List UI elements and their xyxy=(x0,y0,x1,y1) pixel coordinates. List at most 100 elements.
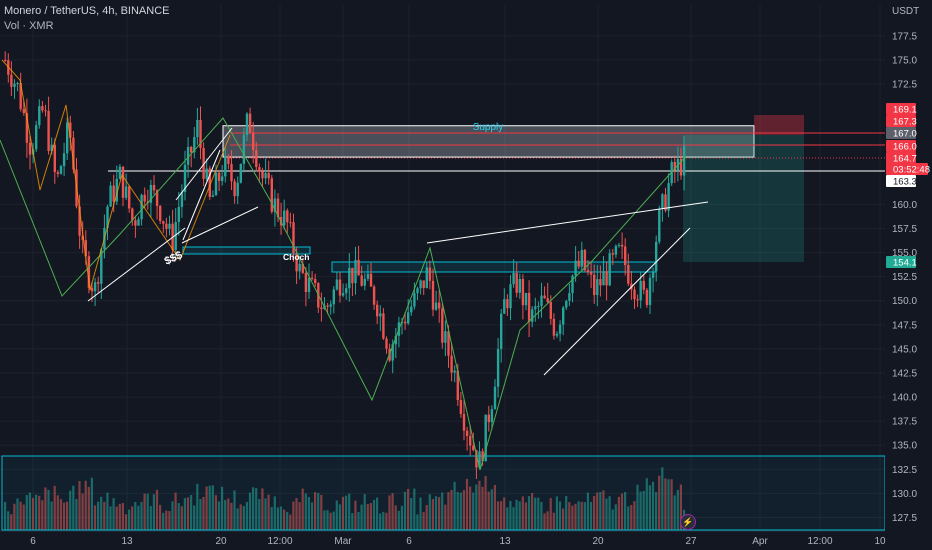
volume-bar xyxy=(670,479,673,530)
candle-body xyxy=(69,122,72,138)
volume-bar xyxy=(512,507,515,530)
supply-zone xyxy=(222,125,755,158)
candle-body xyxy=(658,209,661,242)
candle-body xyxy=(224,156,227,177)
volume-bar xyxy=(366,504,369,530)
candle-body xyxy=(493,386,497,410)
volume-bar xyxy=(568,502,571,530)
volume-legend[interactable]: Vol · XMR xyxy=(4,20,54,32)
volume-bar xyxy=(109,506,112,530)
volume-bar xyxy=(465,478,469,530)
volume-bar xyxy=(487,491,490,530)
candle-body xyxy=(298,263,301,272)
candle-body xyxy=(549,302,552,319)
time-axis[interactable]: 6 13 20 12:00 Mar 6 13 20 27 Apr 12:00 10 xyxy=(0,530,932,550)
volume-bar xyxy=(118,503,121,530)
candle-body xyxy=(537,306,540,308)
candle-body xyxy=(183,164,187,192)
volume-bar xyxy=(301,488,304,530)
symbol-title[interactable]: Monero / TetherUS, 4h, BINANCE xyxy=(4,5,170,17)
volume-bar xyxy=(180,506,183,530)
volume-bar xyxy=(425,505,428,530)
candle-body xyxy=(258,167,261,172)
volume-bar xyxy=(236,508,239,530)
candle-body xyxy=(81,235,84,241)
volume-bar xyxy=(345,495,348,530)
candle-body xyxy=(100,249,103,284)
candle-body xyxy=(589,272,593,275)
candle-body xyxy=(38,106,41,126)
candle-body xyxy=(391,344,394,361)
volume-bar xyxy=(47,490,50,530)
candle-body xyxy=(574,260,577,276)
candle-body xyxy=(434,302,438,310)
price-tick-label: 160.0 xyxy=(892,200,917,211)
candle-body xyxy=(524,292,528,306)
candle-body xyxy=(506,299,509,309)
volume-bar xyxy=(4,501,7,530)
candle-body xyxy=(162,221,165,224)
volume-bar xyxy=(444,504,447,530)
price-tag-label: 167.3 xyxy=(893,117,917,128)
trend-line xyxy=(181,206,259,244)
candle-body xyxy=(611,253,614,255)
candle-body xyxy=(565,300,568,308)
time-axis-bg xyxy=(0,531,932,550)
volume-bar xyxy=(214,495,217,530)
price-tick-label: 137.5 xyxy=(892,417,917,428)
volume-bar xyxy=(115,506,118,530)
candle-body xyxy=(568,293,571,301)
candle-body xyxy=(503,299,506,314)
candle-body xyxy=(385,338,388,349)
candle-body xyxy=(193,137,196,153)
candle-body xyxy=(335,279,339,290)
volume-bar xyxy=(75,498,78,530)
candle-body xyxy=(41,106,44,111)
volume-bar xyxy=(500,501,503,530)
volume-bar xyxy=(335,500,338,530)
candle-body xyxy=(624,246,627,266)
volume-bar xyxy=(22,504,25,530)
risk-box xyxy=(754,115,804,135)
volume-bar xyxy=(261,488,264,530)
volume-bar xyxy=(586,492,589,530)
candle-body xyxy=(552,318,556,336)
candle-body xyxy=(376,304,379,317)
volume-bar xyxy=(506,507,509,530)
candle-body xyxy=(596,279,599,296)
price-tick-label: 150.0 xyxy=(892,296,917,307)
volume-bar xyxy=(552,512,555,530)
candle-body xyxy=(425,267,428,288)
zigzag-orange xyxy=(1,59,231,291)
candle-body xyxy=(44,110,47,112)
candle-body xyxy=(475,450,478,468)
candle-body xyxy=(487,414,490,423)
volume-bar xyxy=(137,505,140,530)
price-axis[interactable]: USDT 177.5 175.0 172.5 160.0 157.5 155.0 152.5 1… xyxy=(885,0,932,550)
volume-bar xyxy=(385,512,388,530)
candle-body xyxy=(227,156,230,164)
candle-body xyxy=(72,137,75,170)
candle-body xyxy=(555,333,559,336)
volume-bar xyxy=(540,501,543,530)
flash-icon[interactable]: ⚡ xyxy=(680,514,696,530)
candle-body xyxy=(149,184,153,203)
volume-bar xyxy=(441,492,444,530)
price-tick-label: 127.5 xyxy=(892,513,917,524)
candle-body xyxy=(534,306,537,310)
candle-body xyxy=(205,168,208,179)
candle-body xyxy=(19,83,22,110)
candle-body xyxy=(59,166,63,174)
price-tick-label: 135.0 xyxy=(892,441,917,452)
volume-bar xyxy=(90,477,93,530)
candle-body xyxy=(602,271,605,286)
volume-bar xyxy=(7,511,10,530)
target-box xyxy=(683,135,804,262)
volume-bar xyxy=(28,492,31,530)
candle-body xyxy=(341,293,345,296)
candle-body xyxy=(645,289,649,305)
candle-body xyxy=(248,113,252,134)
time-tick-label: 6 xyxy=(406,536,412,547)
price-tick-label: 142.5 xyxy=(892,368,917,379)
